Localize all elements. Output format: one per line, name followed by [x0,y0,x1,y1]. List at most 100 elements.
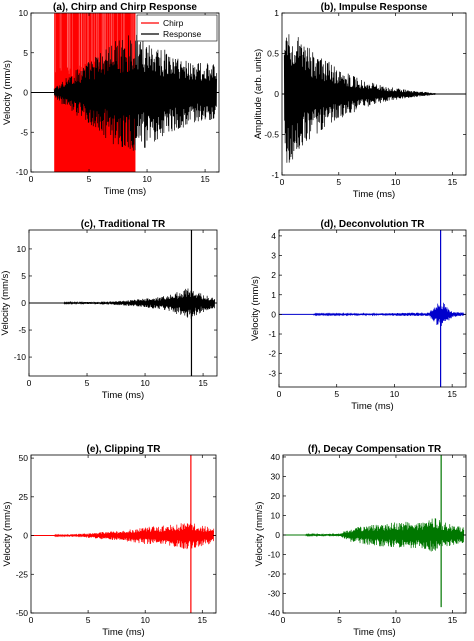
y-axis-label: Velocity (mm/s) [2,60,13,125]
y-tick-label: 1 [271,290,276,300]
y-tick-label: 25 [19,492,29,502]
y-axis-label: Velocity (mm/s) [2,502,13,567]
plot-area [282,34,466,163]
y-axis-label: Velocity (mm/s) [250,276,261,341]
y-tick-label: -10 [14,352,27,362]
signal-trace [313,302,465,326]
series-1 [31,34,219,151]
y-tick-label: 10 [271,510,281,520]
series-0 [279,230,466,387]
x-tick-label: 0 [280,177,285,187]
signal-trace [283,34,436,163]
y-tick-label: 2 [271,270,276,280]
x-tick-label: 5 [337,615,342,625]
axes-frame [282,454,467,614]
chart-title: (a), Chirp and Chirp Response [53,2,197,13]
y-tick-label: -10 [16,167,29,177]
x-tick-label: 15 [448,615,458,625]
x-tick-label: 10 [390,389,400,399]
chart-title: (e), Clipping TR [87,444,162,455]
x-tick-label: 10 [142,174,152,184]
axes-frame [30,454,217,614]
y-tick-label: 0.5 [267,49,279,59]
y-tick-label: 40 [271,452,281,462]
y-tick-label: 0 [23,88,28,98]
legend-entry: Chirp [163,18,184,28]
y-tick-label: -3 [268,368,276,378]
chart-title: (f), Decay Compensation TR [308,444,442,455]
x-tick-label: 15 [198,378,208,388]
x-tick-label: 15 [447,389,457,399]
y-tick-label: 4 [271,231,276,241]
signal-trace [53,34,218,151]
x-tick-label: 10 [391,177,401,187]
y-tick-label: -1 [268,329,276,339]
y-tick-label: 10 [17,244,27,254]
x-tick-label: 0 [281,615,286,625]
y-tick-label: 5 [23,48,28,58]
x-tick-label: 5 [85,378,90,388]
y-tick-label: -2 [268,349,276,359]
x-tick-label: 15 [200,174,210,184]
x-axis-label: Time (ms) [353,189,395,200]
y-tick-label: 3 [271,251,276,261]
y-tick-label: -30 [268,588,281,598]
y-tick-label: -50 [16,608,29,618]
y-tick-label: 0 [274,89,279,99]
x-tick-label: 0 [27,378,32,388]
series-0 [283,455,466,608]
x-tick-label: 10 [391,615,401,625]
x-tick-label: 5 [86,615,91,625]
x-tick-label: 0 [29,174,34,184]
chart-title: (c), Traditional TR [81,219,166,230]
y-tick-label: -5 [20,127,28,137]
x-axis-label: Time (ms) [102,390,144,401]
y-axis-label: Velocity (mm/s) [254,502,265,567]
x-tick-label: 15 [448,177,458,187]
x-tick-label: 5 [334,389,339,399]
axes-frame [278,229,467,388]
y-tick-label: 0 [21,298,26,308]
y-axis-label: Amplitude (arb. units) [253,49,264,139]
panel-3: 0 5 10 15 -3 -2 -1 0 1 2 3 4 (d), Deconvolution TR Ti… [250,219,467,412]
x-tick-label: 5 [336,177,341,187]
series-0 [29,230,217,376]
x-tick-label: 10 [140,378,150,388]
y-tick-label: -40 [268,608,281,618]
y-tick-label: 20 [271,491,281,501]
panel-4: 0 5 10 15 -50 -25 0 25 50 (e), Clipping TR Time (m… [2,444,217,638]
legend-box [136,14,218,42]
plot-area [29,230,217,376]
y-tick-label: 50 [19,453,29,463]
panel-1: 0 5 10 15 -1 -0.5 0 0.5 1 (b), Impulse Response Ti… [253,2,467,200]
x-axis-label: Time (ms) [102,627,144,638]
x-tick-label: 0 [277,389,282,399]
signal-trace [305,518,465,552]
signal-trace [63,288,216,319]
x-axis-label: Time (ms) [351,401,393,412]
x-tick-label: 10 [140,615,150,625]
plot-area [31,455,216,613]
legend-entry: Response [163,29,202,39]
y-tick-label: 10 [19,8,29,18]
x-axis-label: Time (ms) [104,186,146,197]
signal-trace [53,523,215,550]
x-axis-label: Time (ms) [353,627,395,638]
panel-2: 0 5 10 15 -10 -5 0 5 10 (c), Traditional TR Time (… [0,219,218,401]
y-tick-label: -25 [16,569,29,579]
x-tick-label: 15 [198,615,208,625]
chart-title: (d), Deconvolution TR [321,219,426,230]
plot-area [31,13,219,172]
chart-title: (b), Impulse Response [321,2,428,13]
y-tick-label: 0 [271,309,276,319]
y-tick-label: -0.5 [264,130,279,140]
plot-area [283,455,466,608]
x-tick-label: 5 [87,174,92,184]
panel-0: 0 5 10 15 -10 -5 0 5 10 (a), Chirp and Chirp Resp… [2,2,220,197]
y-tick-label: -20 [268,569,281,579]
series-0 [31,455,216,613]
series-0 [282,34,466,163]
y-tick-label: -5 [18,325,26,335]
